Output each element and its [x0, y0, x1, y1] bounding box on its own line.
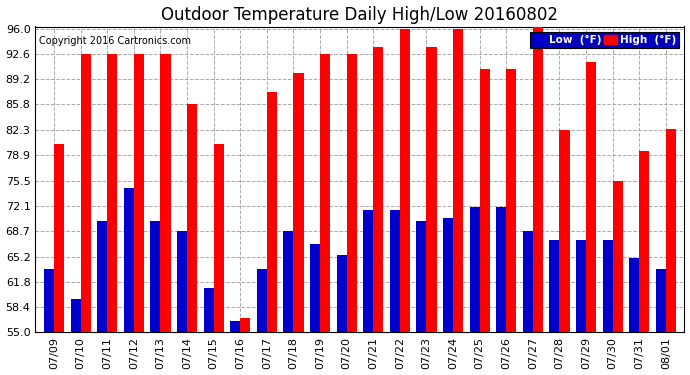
Bar [443, 217, 453, 333]
Bar [70, 299, 81, 333]
Bar [480, 69, 490, 333]
Bar [363, 210, 373, 333]
Bar [586, 62, 596, 333]
Bar [426, 47, 437, 333]
Bar [629, 258, 639, 333]
Bar [267, 92, 277, 333]
Bar [549, 240, 560, 333]
Bar [346, 54, 357, 333]
Bar [54, 144, 64, 333]
Bar [310, 243, 320, 333]
Text: Copyright 2016 Cartronics.com: Copyright 2016 Cartronics.com [39, 36, 190, 46]
Bar [284, 231, 293, 333]
Bar [81, 54, 91, 333]
Bar [639, 151, 649, 333]
Bar [416, 221, 426, 333]
Bar [666, 129, 676, 333]
Bar [523, 231, 533, 333]
Bar [177, 231, 187, 333]
Bar [124, 188, 134, 333]
Title: Outdoor Temperature Daily High/Low 20160802: Outdoor Temperature Daily High/Low 20160… [161, 6, 558, 24]
Bar [107, 54, 117, 333]
Bar [240, 318, 250, 333]
Bar [496, 207, 506, 333]
Bar [506, 69, 516, 333]
Bar [576, 240, 586, 333]
Bar [214, 144, 224, 333]
Bar [44, 270, 54, 333]
Bar [187, 104, 197, 333]
Bar [469, 207, 480, 333]
Bar [161, 54, 170, 333]
Bar [257, 270, 267, 333]
Bar [230, 321, 240, 333]
Bar [97, 221, 107, 333]
Bar [602, 240, 613, 333]
Bar [656, 270, 666, 333]
Bar [337, 255, 346, 333]
Bar [560, 130, 569, 333]
Legend: Low  (°F), High  (°F): Low (°F), High (°F) [530, 32, 679, 48]
Bar [453, 29, 463, 333]
Bar [400, 29, 410, 333]
Bar [293, 73, 304, 333]
Bar [204, 288, 214, 333]
Bar [390, 210, 400, 333]
Bar [533, 23, 543, 333]
Bar [613, 181, 623, 333]
Bar [150, 221, 161, 333]
Bar [320, 54, 330, 333]
Bar [134, 54, 144, 333]
Bar [373, 47, 384, 333]
